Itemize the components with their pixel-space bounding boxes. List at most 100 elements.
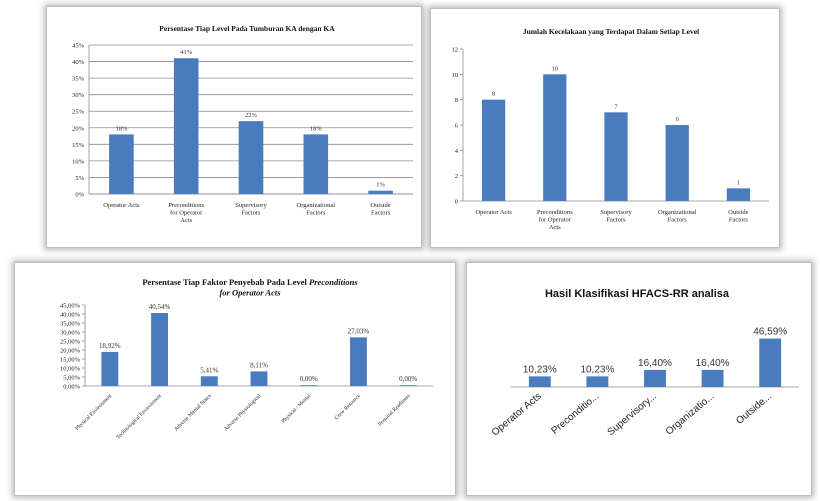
chart-level-percentage: Persentase Tiap Level Pada Tumburan KA d… xyxy=(72,24,413,224)
c3-y-tick-label: 0,00% xyxy=(63,384,80,391)
c3-y-tick-label: 35,00% xyxy=(60,321,81,328)
c4-title: Hasil Klasifikasi HFACS-RR analisa xyxy=(545,288,730,300)
c3-category-label: Personal Readiness xyxy=(377,393,411,427)
c3-y-tick-label: 25,00% xyxy=(60,339,81,346)
c2-data-label: 1 xyxy=(737,179,740,186)
c1-y-tick-label: 30% xyxy=(72,92,85,99)
c3-y-tick-label: 10,00% xyxy=(60,366,81,373)
c4-bar xyxy=(759,338,782,387)
c1-category-label: Supervisory Factors xyxy=(235,202,267,217)
c4-data-label: 10,23% xyxy=(580,364,614,375)
c2-y-tick-label: 2 xyxy=(455,173,458,180)
c2-category-label: Operator Acts xyxy=(475,209,512,216)
c1-y-tick-label: 20% xyxy=(72,125,85,132)
c4-data-label: 16,40% xyxy=(696,358,730,369)
c3-data-label: 40,54% xyxy=(149,303,171,311)
c1-data-label: 1% xyxy=(376,182,385,189)
c1-bar xyxy=(173,58,199,194)
c1-y-tick-label: 10% xyxy=(72,158,85,165)
c3-category-label: Technological Environment xyxy=(115,393,163,441)
c1-y-tick-label: 25% xyxy=(72,109,85,116)
c3-category-label: Physical / Mental xyxy=(281,393,313,425)
c2-y-tick-label: 8 xyxy=(455,97,458,104)
c2-data-label: 7 xyxy=(614,103,618,110)
c4-data-label: 10,23% xyxy=(523,364,557,375)
c1-y-tick-label: 45% xyxy=(72,43,85,50)
chart-panel-1: Persentase Tiap Level Pada Tumburan KA d… xyxy=(46,6,422,248)
c3-bar xyxy=(101,351,119,386)
c4-bar xyxy=(644,369,666,387)
chart-preconditions-factors: Persentase Tiap Faktor Penyebab Pada Lev… xyxy=(60,277,433,441)
c3-data-label: 0,00% xyxy=(399,375,417,383)
c2-bar xyxy=(543,74,567,201)
c4-category-label: Preconditio... xyxy=(550,391,602,437)
chart-panel-2: Jumlah Kecelakaan yang Terdapat Dalam Se… xyxy=(430,8,780,248)
c2-y-tick-label: 12 xyxy=(452,47,459,54)
c2-y-tick-label: 10 xyxy=(452,72,459,79)
c2-data-label: 8 xyxy=(492,91,495,98)
c1-data-label: 22% xyxy=(245,112,258,119)
c3-data-label: 0,00% xyxy=(300,375,318,383)
c3-bar xyxy=(399,385,417,386)
c2-y-tick-label: 6 xyxy=(455,123,459,130)
c1-bar xyxy=(368,190,393,194)
c3-category-label: Crew Resource xyxy=(334,393,363,422)
c2-category-label: Organizational Factors xyxy=(658,209,697,224)
chart-accident-count: Jumlah Kecelakaan yang Terdapat Dalam Se… xyxy=(452,27,769,231)
c3-category-label: Adverse Physiological xyxy=(223,393,263,433)
c3-data-label: 18,92% xyxy=(99,342,121,350)
c1-category-label: Operator Acts xyxy=(103,202,140,209)
c3-y-tick-label: 40,00% xyxy=(60,312,81,319)
c4-data-label: 46,59% xyxy=(753,327,787,338)
c1-y-tick-label: 40% xyxy=(72,59,85,66)
c1-data-label: 18% xyxy=(310,125,323,132)
c3-y-tick-label: 30,00% xyxy=(60,330,81,337)
c1-y-tick-label: 0% xyxy=(75,192,84,199)
c1-data-label: 41% xyxy=(180,49,193,56)
chart-panel-3: Persentase Tiap Faktor Penyebab Pada Lev… xyxy=(14,262,456,496)
c4-category-label: Supervisory... xyxy=(606,391,659,438)
c2-bar xyxy=(604,112,628,201)
c3-bar xyxy=(200,376,218,386)
c3-category-label: Adverse Mental States xyxy=(173,393,212,432)
c2-y-tick-label: 0 xyxy=(455,199,458,206)
c3-y-tick-label: 20,00% xyxy=(60,348,81,355)
c3-y-tick-label: 15,00% xyxy=(60,357,81,364)
c2-bar xyxy=(481,99,506,201)
c3-bar xyxy=(349,337,367,386)
c3-y-tick-label: 45,00% xyxy=(60,303,81,310)
c3-category-label: Physical Environment xyxy=(75,393,114,432)
chart-hfacs-rr-classification: Hasil Klasifikasi HFACS-RR analisa 10,23%… xyxy=(490,288,799,439)
c3-title: Persentase Tiap Faktor Penyebab Pada Lev… xyxy=(142,277,358,298)
c3-bar xyxy=(300,385,318,386)
c2-bar xyxy=(726,188,751,201)
c3-data-label: 8,11% xyxy=(250,361,268,369)
c4-bar xyxy=(701,369,724,387)
c3-bar xyxy=(151,313,169,386)
c1-y-tick-label: 35% xyxy=(72,76,85,83)
c2-data-label: 10 xyxy=(552,65,559,72)
c1-category-label: Organizational Factors xyxy=(297,202,336,217)
chart-panel-4: Hasil Klasifikasi HFACS-RR analisa 10,23%… xyxy=(466,262,812,496)
c4-bar xyxy=(586,376,609,387)
c1-title: Persentase Tiap Level Pada Tumburan KA d… xyxy=(159,24,335,33)
c1-category-label: Outside Factors xyxy=(370,202,390,217)
c3-bar xyxy=(250,371,268,386)
c2-title: Jumlah Kecelakaan yang Terdapat Dalam Se… xyxy=(523,27,699,36)
c2-category-label: Supervisory Factors xyxy=(600,209,632,224)
c1-bar xyxy=(238,121,264,194)
c1-bar xyxy=(109,134,134,194)
c2-data-label: 6 xyxy=(676,116,680,123)
c4-data-label: 16,40% xyxy=(638,358,672,369)
c4-category-label: Operator Acts xyxy=(490,391,544,439)
c2-category-label: Outside Factors xyxy=(728,209,748,224)
c1-data-label: 18% xyxy=(115,125,128,132)
c1-y-tick-label: 15% xyxy=(72,142,85,149)
c2-y-tick-label: 4 xyxy=(455,148,459,155)
c4-bar xyxy=(528,376,551,387)
c2-bar xyxy=(665,125,689,201)
c1-category-label: Preconditions for Operator Acts xyxy=(168,202,204,224)
c1-y-tick-label: 5% xyxy=(75,175,84,182)
c2-category-label: Preconditions for Operator Acts xyxy=(537,209,573,231)
c3-data-label: 5,41% xyxy=(200,366,218,374)
